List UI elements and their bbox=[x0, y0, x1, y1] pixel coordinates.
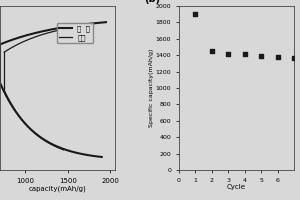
Point bbox=[259, 54, 263, 58]
Text: (b): (b) bbox=[144, 0, 160, 4]
Point bbox=[226, 52, 230, 56]
Point bbox=[242, 52, 247, 55]
Point bbox=[209, 49, 214, 53]
Point bbox=[275, 55, 280, 58]
X-axis label: Cycle: Cycle bbox=[227, 184, 246, 190]
Point bbox=[292, 57, 296, 60]
X-axis label: capacity(mAh/g): capacity(mAh/g) bbox=[29, 185, 86, 192]
Point bbox=[193, 13, 198, 16]
Y-axis label: Specific capacity(mAh/g): Specific capacity(mAh/g) bbox=[149, 49, 154, 127]
Legend: 首  圈, 次圈: 首 圈, 次圈 bbox=[57, 23, 93, 43]
